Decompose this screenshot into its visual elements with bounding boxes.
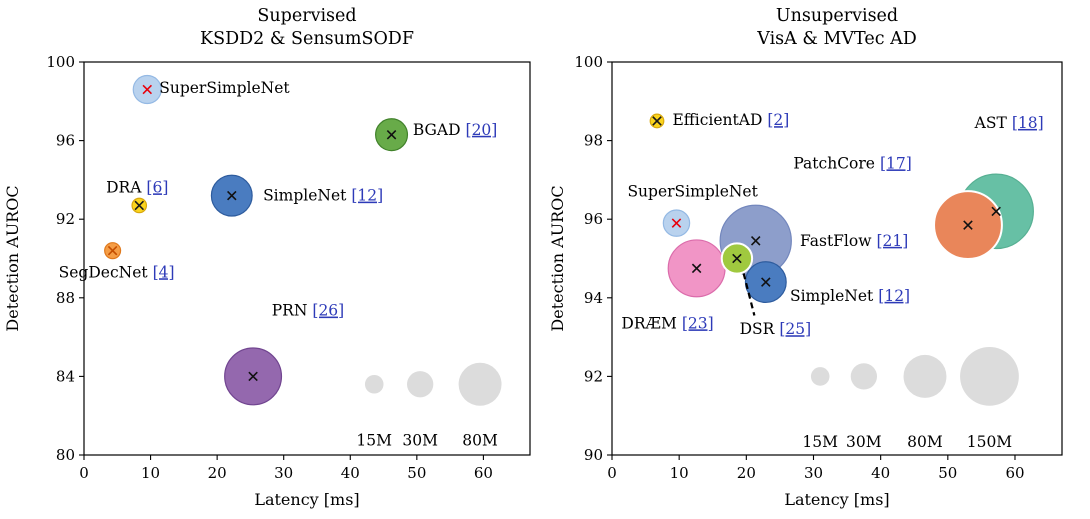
segdecnet-marker (107, 245, 118, 256)
segdecnet-citation: [4] (153, 263, 175, 281)
fastflow-citation: [21] (877, 232, 909, 250)
x-tick-label: 0 (607, 464, 617, 482)
size-legend-bubble-80m (903, 354, 947, 398)
simplenet-label: SimpleNet [12] (790, 287, 910, 305)
y-tick-label: 96 (56, 132, 75, 150)
size-legend-label: 80M (907, 433, 943, 451)
y-tick-label: 100 (46, 53, 75, 71)
segdecnet-label: SegDecNet [4] (59, 263, 175, 281)
y-tick-label: 96 (584, 210, 603, 228)
simplenet-citation: [12] (351, 187, 383, 205)
y-axis-label: Detection AUROC (548, 185, 567, 331)
bgad-marker (386, 129, 397, 140)
x-tick-label: 30 (804, 464, 823, 482)
x-tick-label: 10 (670, 464, 689, 482)
prn-marker (248, 371, 258, 382)
efficientad-label: EfficientAD [2] (672, 111, 789, 129)
y-tick-label: 98 (584, 132, 603, 150)
bgad-citation: [20] (466, 121, 498, 139)
efficientad-citation: [2] (767, 111, 789, 129)
chart-title-line: KSDD2 & SensumSODF (200, 29, 414, 49)
patchcore-citation: [17] (880, 154, 912, 172)
y-tick-label: 90 (584, 446, 603, 464)
x-tick-label: 50 (407, 464, 426, 482)
size-legend-label: 15M (356, 431, 392, 449)
x-axis-label: Latency [ms] (254, 490, 359, 509)
size-legend-label: 15M (802, 433, 838, 451)
size-legend-bubble-15m (364, 374, 384, 394)
patchcore-label: PatchCore [17] (793, 154, 911, 172)
dr-m-label: DRÆM [23] (621, 314, 713, 332)
x-tick-label: 60 (474, 464, 493, 482)
efficientad-marker (652, 116, 662, 126)
size-legend-bubble-15m (810, 367, 830, 386)
supersimplenet-marker (671, 218, 682, 228)
patchcore-marker (963, 220, 973, 230)
chart-title-line: VisA & MVTec AD (756, 29, 917, 49)
x-axis-label: Latency [ms] (784, 490, 889, 509)
dra-marker (134, 200, 145, 211)
y-tick-label: 80 (56, 446, 75, 464)
dr-m-marker (691, 263, 702, 274)
bgad-label: BGAD [20] (413, 121, 498, 139)
dra-citation: [6] (146, 178, 168, 196)
chart-title-line: Supervised (257, 6, 356, 26)
x-tick-label: 50 (938, 464, 957, 482)
y-tick-label: 84 (56, 367, 75, 385)
x-tick-label: 20 (737, 464, 756, 482)
y-tick-label: 92 (56, 210, 75, 228)
size-legend-label: 80M (462, 431, 498, 449)
size-legend-label: 30M (402, 431, 438, 449)
y-axis-label: Detection AUROC (3, 185, 22, 331)
plot-frame (611, 61, 1063, 456)
prn-label: PRN [26] (272, 302, 345, 320)
x-tick-label: 40 (341, 464, 360, 482)
dsr-citation: [25] (779, 320, 811, 338)
simplenet-citation: [12] (878, 287, 910, 305)
supersimplenet-label: SuperSimpleNet (627, 183, 758, 201)
y-tick-label: 92 (584, 367, 603, 385)
supersimplenet-label: SuperSimpleNet (159, 79, 290, 97)
size-legend-bubble-150m (960, 347, 1019, 406)
supervised-chart: 0 10 20 30 40 50 60 80 84 88 92 96 100 Supervised KSDD… (3, 6, 531, 509)
simplenet-marker (761, 277, 771, 287)
x-tick-label: 20 (208, 464, 227, 482)
dsr-leader-line (742, 273, 756, 316)
plot-frame (83, 61, 531, 456)
size-legend-label: 150M (967, 433, 1013, 451)
ast-label: AST [18] (974, 114, 1044, 132)
ast-citation: [18] (1012, 114, 1044, 132)
y-tick-label: 88 (56, 289, 75, 307)
x-tick-label: 30 (274, 464, 293, 482)
dsr-marker (732, 253, 742, 264)
ast-marker (991, 206, 1001, 217)
dr-m-citation: [23] (682, 314, 714, 332)
dsr-label: DSR [25] (740, 320, 812, 338)
dra-label: DRA [6] (106, 178, 168, 196)
x-tick-label: 10 (141, 464, 160, 482)
simplenet-marker (227, 190, 237, 201)
unsupervised-chart: 0 10 20 30 40 50 60 90 92 94 96 98 100 Unsupervised Vi… (548, 6, 1063, 509)
x-tick-label: 60 (1005, 464, 1024, 482)
size-legend-bubble-80m (458, 362, 502, 406)
y-tick-label: 94 (584, 289, 603, 307)
fastflow-marker (750, 236, 761, 246)
size-legend-bubble-30m (407, 371, 434, 398)
prn-citation: [26] (312, 302, 344, 320)
supersimplenet-marker (142, 84, 153, 95)
x-tick-label: 0 (79, 464, 89, 482)
simplenet-label: SimpleNet [12] (263, 187, 383, 205)
y-tick-label: 100 (574, 53, 603, 71)
size-legend-label: 30M (846, 433, 882, 451)
x-tick-label: 40 (871, 464, 890, 482)
fastflow-label: FastFlow [21] (800, 232, 908, 250)
chart-title-line: Unsupervised (776, 6, 898, 26)
size-legend-bubble-30m (850, 363, 878, 390)
